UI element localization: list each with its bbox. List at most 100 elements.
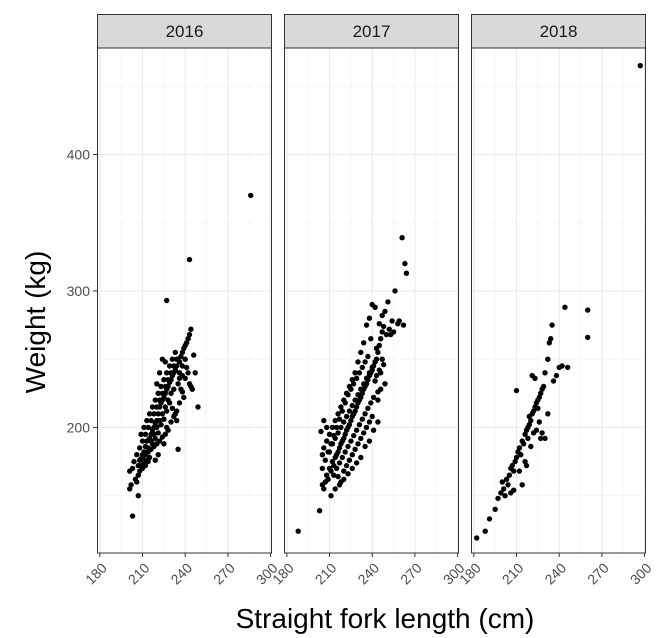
data-point [499,479,505,485]
x-tick-label: 240 [354,560,382,588]
data-point [545,411,551,417]
data-point [372,304,378,310]
data-point [474,535,480,541]
data-point [161,377,167,383]
data-point [373,356,380,362]
data-point [169,405,176,411]
data-point [486,516,493,522]
data-point [375,397,381,403]
x-tick-label: 210 [125,560,153,588]
data-point [542,435,548,442]
data-point [156,417,163,424]
data-point [539,430,545,436]
data-point [376,321,382,327]
data-point [151,411,157,417]
data-point [501,486,507,492]
data-point [183,340,190,346]
data-point [548,336,554,342]
data-point [365,353,371,360]
x-tick-label: 240 [541,560,569,588]
data-point [399,235,405,241]
data-point [358,386,364,392]
data-point [329,424,336,431]
facet-strip [284,14,459,49]
data-point [191,352,197,358]
data-point [178,353,184,360]
facet-strip [471,14,646,49]
data-point [332,486,338,492]
data-point [366,370,373,376]
data-point [390,329,397,335]
data-point [373,372,380,379]
data-point [528,417,534,424]
data-point [402,260,408,267]
data-points [474,62,643,541]
data-point [565,364,571,371]
data-point [382,308,388,315]
data-point [316,508,323,514]
data-point [324,424,330,431]
data-point [179,363,186,369]
x-tick-label: 300 [627,560,655,588]
data-point [168,370,174,376]
data-point [346,422,353,428]
data-point [341,468,347,474]
data-point [361,430,367,436]
data-point [341,435,347,442]
data-point [164,408,170,414]
data-point [336,445,343,451]
data-point [325,476,331,482]
data-point [356,370,363,376]
data-point [526,422,532,428]
data-point [366,419,373,425]
data-point [144,417,150,424]
data-point [392,288,398,294]
data-point [519,482,525,488]
x-tick-label: 210 [499,560,527,588]
data-point [359,390,365,396]
data-point [506,472,513,478]
data-point [385,299,391,305]
data-point [319,452,326,458]
data-point [341,419,347,425]
facet-strip [97,14,272,49]
data-point [185,336,191,342]
data-point [166,400,173,406]
data-point [333,424,340,431]
data-point [322,457,328,463]
data-point [164,424,170,431]
data-point [361,381,367,387]
panel-background [97,48,272,553]
data-point [559,363,565,369]
data-point [382,381,388,387]
data-point [158,383,164,390]
data-point [164,297,170,304]
data-point [355,441,361,447]
data-point [169,356,176,362]
data-point [365,405,371,411]
data-point [137,445,143,451]
facet-strip-label: 2017 [353,22,391,41]
data-point [174,356,180,362]
data-point [336,482,343,488]
data-point [370,427,377,433]
data-point [358,435,364,442]
data-point [375,419,381,425]
data-point [380,323,387,330]
data-point [538,390,544,396]
data-point [346,457,353,463]
data-point [186,256,193,263]
data-point [325,449,331,455]
data-point [342,449,348,455]
data-point [538,435,544,442]
data-point [368,336,374,342]
data-point [518,452,524,458]
data-point [403,270,410,276]
data-point [179,349,186,356]
y-tick-label: 400 [67,146,91,162]
data-point [520,441,527,447]
data-point [159,411,166,417]
data-point [353,375,360,381]
data-point [368,400,374,406]
